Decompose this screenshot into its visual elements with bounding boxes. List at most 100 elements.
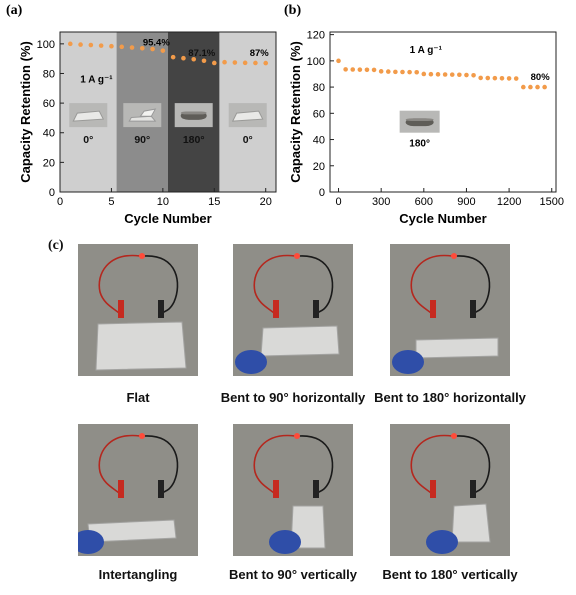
chart-b-point-9: [400, 69, 405, 75]
chart-b-xtick-label-3: 900: [457, 196, 475, 208]
panel-c-label: (c): [48, 238, 64, 253]
chart-a-region-label-3: 0°: [243, 134, 253, 146]
chart-a-annot-2: 87%: [250, 48, 270, 59]
chart-b-ytick-label-6: 120: [307, 30, 325, 42]
chart-a-thumb-2-roll-top: [180, 111, 207, 115]
chart-b-point-18: [464, 72, 469, 78]
chart-b-point-5: [371, 67, 377, 73]
black-clip: [313, 300, 319, 318]
chart-a-point-0: [67, 41, 73, 47]
foil-device: [95, 321, 187, 371]
red-clip: [273, 480, 279, 498]
chart-a-thumb-3: [228, 103, 267, 128]
photo-3: [390, 244, 510, 376]
black-clip: [158, 480, 164, 498]
chart-a-frame: [59, 31, 277, 193]
chart-a-ytick-label-4: 80: [43, 68, 55, 80]
chart-b-xtick-label-1: 300: [372, 196, 390, 208]
chart-b-xtick-label-0: 0: [335, 196, 341, 208]
chart-b-point-22: [492, 75, 498, 81]
photo-1: [78, 244, 198, 376]
led-glow: [451, 253, 457, 259]
red-wire: [410, 254, 453, 317]
chart-b-ytick-label-3: 60: [313, 108, 325, 120]
chart-b-xtick-label-5: 1500: [539, 196, 563, 208]
led-glow: [451, 433, 457, 439]
chart-a-point-13: [201, 58, 207, 64]
chart-a-thumb-0-foil: [72, 110, 105, 122]
chart-a-annot-0: 95.4%: [143, 38, 170, 49]
chart-b-point-25: [513, 76, 519, 81]
chart-b-point-11: [414, 69, 420, 75]
chart-b-inset-thumb: [399, 110, 440, 133]
chart-b-point-27: [528, 84, 533, 90]
red-wire: [410, 434, 453, 497]
chart-a-thumb-3-foil: [231, 110, 264, 122]
chart-a-ylabel: Capacity Retention (%): [18, 41, 33, 183]
chart-b-ylabel: Capacity Retention (%): [288, 41, 303, 183]
chart-a-region-label-2: 180°: [183, 134, 205, 146]
chart-a-xtick-label-1: 5: [108, 196, 114, 208]
photo-1-caption: Flat: [126, 390, 150, 405]
chart-a-point-8: [150, 46, 155, 52]
photo-2-drawing: [233, 244, 353, 376]
chart-a-ytick-label-2: 40: [43, 128, 55, 140]
chart-b-point-13: [428, 71, 434, 77]
chart-a-point-5: [119, 44, 125, 50]
photo-5-caption: Bent to 90° vertically: [228, 567, 358, 582]
chart-b-xlabel: Cycle Number: [399, 211, 486, 226]
foil-device: [451, 503, 491, 543]
black-clip: [158, 300, 164, 318]
chart-a-point-4: [109, 43, 114, 49]
photo-4: [78, 424, 198, 556]
chart-a-thumb-0: [69, 103, 108, 128]
chart-a-ytick-label-0: 0: [49, 187, 55, 199]
chart-b-point-16: [449, 72, 455, 77]
chart-b-annot-0: 80%: [531, 72, 551, 83]
black-clip: [470, 300, 476, 318]
chart-b-point-2: [350, 67, 356, 72]
photo-6-caption: Bent to 180° vertically: [382, 567, 518, 582]
red-clip: [430, 300, 436, 318]
chart-a-thumb-1-foil-a: [128, 115, 157, 122]
chart-a-xtick-label-2: 10: [157, 196, 169, 208]
led-glow: [294, 433, 300, 439]
chart-a-point-1: [78, 42, 83, 47]
red-clip: [118, 300, 124, 318]
chart-a-thumb-2: [174, 103, 213, 128]
photo-5-drawing: [233, 424, 353, 556]
chart-a-ytick-label-1: 20: [43, 157, 55, 169]
chart-a-point-7: [139, 45, 145, 51]
chart-b-point-8: [393, 69, 398, 75]
chart-a-point-16: [232, 60, 238, 65]
chart-b-point-10: [407, 69, 412, 75]
chart-b-point-7: [385, 69, 391, 74]
chart-b-inset-thumb-roll-top: [405, 118, 434, 122]
chart-b-point-21: [485, 75, 491, 81]
chart-b-panel-label: (b): [284, 3, 301, 18]
photo-4-drawing: [78, 424, 198, 556]
chart-b-ytick-label-1: 20: [313, 161, 325, 173]
photo-3-drawing: [390, 244, 510, 376]
chart-a-point-3: [98, 43, 104, 48]
chart-b-point-17: [457, 72, 462, 78]
chart-a-region-label-0: 0°: [83, 134, 93, 146]
chart-b-point-14: [435, 72, 441, 77]
chart-a-point-15: [222, 59, 227, 65]
led-glow: [139, 253, 145, 259]
chart-b-point-12: [421, 71, 427, 77]
red-wire: [98, 434, 141, 497]
chart-b-ytick-label-4: 80: [313, 82, 325, 94]
led-glow: [294, 253, 300, 259]
black-clip: [470, 480, 476, 498]
chart-b-point-26: [521, 84, 526, 90]
red-clip: [118, 480, 124, 498]
chart-b-point-1: [343, 67, 348, 72]
chart-a-panel-label: (a): [6, 3, 23, 18]
chart-b-point-20: [478, 75, 483, 81]
gloved-hand: [392, 350, 424, 374]
foil-device: [260, 325, 340, 357]
chart-a-xtick-label-0: 0: [57, 196, 63, 208]
led-glow: [139, 433, 145, 439]
chart-b-point-19: [471, 72, 476, 78]
